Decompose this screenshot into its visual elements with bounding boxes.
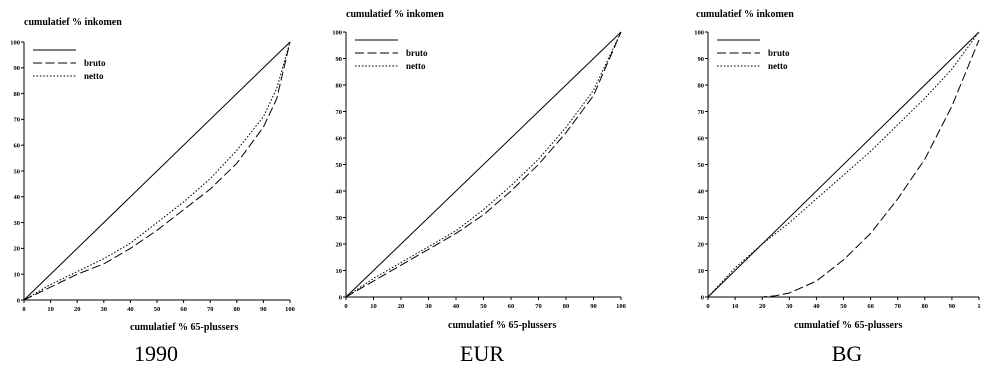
y-tick-label: 40 — [336, 188, 343, 195]
y-tick-label: 20 — [336, 241, 343, 248]
y-tick-label: 0 — [339, 294, 342, 301]
series-line-diagonal — [707, 31, 980, 298]
chart-caption: EUR — [460, 341, 504, 366]
x-tick-label: 50 — [154, 306, 161, 313]
y-tick-label: 40 — [14, 194, 21, 201]
x-tick-label: 40 — [127, 306, 134, 313]
y-tick-label: 30 — [14, 220, 21, 227]
x-axis-label: cumulatief % 65-plussers — [448, 320, 556, 331]
legend-label: bruto — [768, 48, 790, 58]
y-tick-label: 20 — [14, 246, 21, 253]
x-tick-label: 30 — [786, 303, 793, 310]
legend-label: netto — [768, 61, 788, 71]
y-tick-label: 80 — [14, 91, 21, 98]
y-tick-label: 80 — [336, 82, 343, 89]
x-tick-label: 0 — [706, 303, 709, 310]
y-tick-label: 100 — [694, 29, 704, 36]
y-tick-label: 0 — [17, 297, 20, 304]
x-tick-label: 60 — [867, 303, 874, 310]
y-tick-label: 50 — [336, 162, 343, 169]
x-tick-label: 20 — [398, 303, 405, 310]
y-tick-label: 10 — [14, 272, 21, 279]
x-tick-label: 100 — [616, 303, 626, 310]
y-tick-label: 80 — [698, 82, 705, 89]
series-line-diagonal — [23, 41, 291, 301]
x-tick-label: 30 — [101, 306, 108, 313]
x-tick-label: 90 — [590, 303, 597, 310]
x-tick-label: 70 — [894, 303, 901, 310]
y-tick-label: 50 — [698, 162, 705, 169]
y-axis-label: cumulatief % inkomen — [696, 9, 794, 20]
y-tick-label: 90 — [336, 56, 343, 63]
x-tick-label: 80 — [563, 303, 570, 310]
y-tick-label: 100 — [332, 29, 342, 36]
x-tick-label: 90 — [260, 306, 267, 313]
y-axis-label: cumulatief % inkomen — [24, 17, 122, 28]
y-tick-label: 70 — [14, 117, 21, 124]
x-tick-label: 100 — [285, 306, 295, 313]
series-line-netto — [23, 41, 291, 301]
x-tick-label: 40 — [453, 303, 460, 310]
chart-caption: 1990 — [134, 341, 178, 366]
y-tick-label: 0 — [701, 294, 704, 301]
series-line-bruto — [708, 39, 980, 298]
y-tick-label: 30 — [698, 215, 705, 222]
legend-label: netto — [406, 61, 426, 71]
x-tick-label: 10 — [732, 303, 739, 310]
x-tick-label: 0 — [344, 303, 347, 310]
series-line-bruto — [345, 31, 622, 298]
y-axis-label: cumulatief % inkomen — [346, 9, 444, 20]
y-tick-label: 100 — [10, 39, 20, 46]
y-tick-label: 20 — [698, 241, 705, 248]
x-tick-label: 60 — [508, 303, 515, 310]
y-tick-label: 60 — [14, 143, 21, 150]
x-tick-label: 80 — [234, 306, 241, 313]
chart-panel-2: 0 10 20 30 40 50 60 70 80 90 100 0 10 20 30 40 50 60 70 80 9… — [694, 9, 980, 366]
legend-label: bruto — [406, 48, 428, 58]
x-tick-label: 70 — [535, 303, 542, 310]
x-tick-label: 20 — [759, 303, 766, 310]
x-tick-label: 40 — [813, 303, 820, 310]
legend-label: bruto — [84, 58, 106, 68]
x-tick-label: 20 — [74, 306, 81, 313]
legend-label: netto — [84, 71, 104, 81]
x-tick-label: 50 — [480, 303, 487, 310]
chart-panel-0: 0 10 20 30 40 50 60 70 80 90 100 0 10 20 30 40 50 60 70 80 9… — [10, 17, 295, 366]
y-tick-label: 90 — [14, 65, 21, 72]
x-tick-label: 60 — [180, 306, 187, 313]
y-tick-label: 90 — [698, 56, 705, 63]
y-tick-label: 60 — [336, 135, 343, 142]
y-tick-label: 10 — [336, 268, 343, 275]
x-tick-label: 10 — [47, 306, 54, 313]
x-tick-label: 1 — [977, 303, 980, 310]
x-axis-label: cumulatief % 65-plussers — [130, 322, 238, 333]
series-line-bruto — [23, 41, 291, 301]
x-tick-label: 80 — [922, 303, 929, 310]
series-line-diagonal — [345, 31, 622, 298]
y-tick-label: 50 — [14, 168, 21, 175]
x-axis-label: cumulatief % 65-plussers — [794, 320, 902, 331]
y-tick-label: 70 — [336, 109, 343, 116]
x-tick-label: 10 — [370, 303, 377, 310]
x-tick-label: 0 — [22, 306, 25, 313]
y-tick-label: 60 — [698, 135, 705, 142]
x-tick-label: 50 — [840, 303, 847, 310]
y-tick-label: 10 — [698, 268, 705, 275]
x-tick-label: 90 — [949, 303, 956, 310]
y-tick-label: 30 — [336, 215, 343, 222]
chart-panel-1: 0 10 20 30 40 50 60 70 80 90 100 0 10 20 30 40 50 60 70 80 9… — [332, 9, 626, 366]
y-tick-label: 70 — [698, 109, 705, 116]
chart-caption: BG — [832, 341, 863, 366]
x-tick-label: 70 — [207, 306, 214, 313]
x-tick-label: 30 — [425, 303, 432, 310]
y-tick-label: 40 — [698, 188, 705, 195]
